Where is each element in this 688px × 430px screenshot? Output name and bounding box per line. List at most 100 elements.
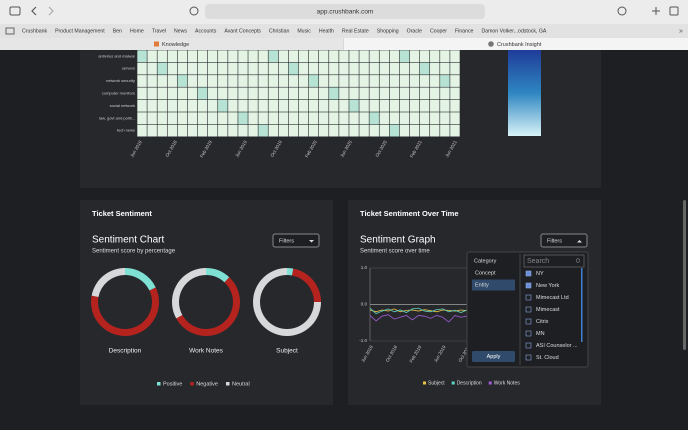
bookmark[interactable]: Oracle [407,28,422,34]
heatmap-row-label: computer monitors [102,90,135,95]
checkbox[interactable] [525,282,532,289]
heatmap-cell [248,50,258,63]
heatmap-cell [137,62,147,75]
filter-category-selected [472,279,515,291]
filter-item[interactable]: MN [536,331,545,337]
donut-segment [206,268,230,283]
filter-button[interactable] [272,233,320,248]
legend-swatch [451,381,455,385]
bookmark[interactable]: Real Estate [342,28,369,34]
heatmap-cell [187,50,198,63]
bookmark[interactable]: Home [130,28,144,34]
heatmap-cell [258,112,268,125]
heatmap-cell [278,112,289,125]
checkbox[interactable] [525,294,532,301]
heatmap-cell [207,75,218,87]
heatmap-cell [167,75,178,87]
heatmap-cell [288,50,299,63]
heatmap-cell [157,87,167,100]
bookmark[interactable]: Damon Volker...odstock, GA [481,28,546,34]
bookmark[interactable]: News [174,28,187,34]
heatmap-cell [349,87,359,100]
tab-title[interactable]: Crushbank Insight [497,42,542,48]
search-box[interactable] [523,254,585,268]
heatmap-cell [238,112,248,125]
chart-title: Sentiment Chart [92,235,164,246]
sidebar-button[interactable] [9,6,21,16]
checkbox[interactable] [525,354,532,361]
tabs-button[interactable] [669,6,679,16]
heatmap-cell [308,99,319,112]
tab-knowledge[interactable] [0,38,343,50]
bookmark[interactable]: Health [319,28,334,34]
apply-button[interactable] [472,351,515,362]
download-button[interactable] [617,6,627,16]
filter-item[interactable]: Citrix [536,319,549,325]
heatmap-cell [248,62,258,75]
checkbox[interactable] [525,306,532,313]
legend-label: Description [457,380,482,386]
heatmap-cell [207,99,218,112]
checkbox[interactable] [525,342,532,349]
filter-category[interactable]: Concept [475,270,496,276]
tab-title[interactable]: Knowledge [162,42,189,48]
checkbox[interactable] [525,318,532,325]
heatmap-cell [137,75,147,87]
filter-header: Category [474,258,497,264]
filter-item[interactable]: St. Cloud [536,355,559,361]
bookmark[interactable]: Finance [455,28,474,34]
filter-item[interactable]: New York [536,283,559,289]
heatmap-cell [238,50,248,63]
y-tick-label: 1.0 [361,265,368,270]
bookmark[interactable]: Christian [269,28,290,34]
heatmap-cell [268,112,279,125]
bookmark[interactable]: Ben [113,28,122,34]
heatmap-cell [329,99,339,112]
line-series [369,307,468,315]
scrollbar[interactable] [683,200,686,350]
heatmap-cell [389,99,400,112]
bookmark[interactable]: Crushbank [22,28,47,34]
bookmark[interactable]: Accounts [195,28,217,34]
heatmap-cell [369,87,379,100]
heatmap-cell [409,124,420,137]
heatmap-cell [419,75,430,87]
address-bar[interactable] [205,4,485,19]
privacy-icon[interactable] [189,6,199,16]
filter-item[interactable]: NY [536,271,544,277]
search-placeholder: Search [527,258,549,265]
heatmap-cell [187,112,198,125]
heatmap-cell [187,87,198,100]
heatmap-cell [399,62,410,75]
heatmap-cell [430,75,440,87]
bookmark[interactable]: Music [297,28,311,34]
filter-category[interactable]: Entity [475,282,489,288]
checkbox[interactable] [525,330,532,337]
new-tab-button[interactable] [652,7,660,15]
heatmap-cell [177,112,188,125]
filter-button[interactable] [540,233,588,248]
forward-button[interactable] [48,6,54,16]
tab-insight[interactable] [344,38,688,50]
bookmark-more[interactable]: » [679,28,683,35]
heatmap-cell [248,112,258,125]
heatmap-cell [147,75,157,87]
bookmark[interactable]: Product Management [55,28,105,34]
filter-item[interactable]: ASI Counselor ... [536,343,578,349]
heatmap-cell [147,50,157,63]
filter-item[interactable]: Mimecast [536,307,560,313]
filter-item[interactable]: Mimecast Ltd [536,295,569,301]
bookmarks-bar [0,24,688,38]
bookmark[interactable]: Travel [152,28,166,34]
heatmap-cell [329,124,339,137]
bookmark[interactable]: Avant Concepts [224,28,261,34]
back-button[interactable] [31,6,37,16]
heatmap-cell [359,62,369,75]
bookmark[interactable]: Shopping [377,28,399,34]
heatmap-cell [359,87,369,100]
heatmap-cell [329,87,339,100]
checkbox[interactable] [525,270,532,277]
heatmap-cell [389,124,400,137]
bookmark[interactable]: Cooper [430,28,447,34]
